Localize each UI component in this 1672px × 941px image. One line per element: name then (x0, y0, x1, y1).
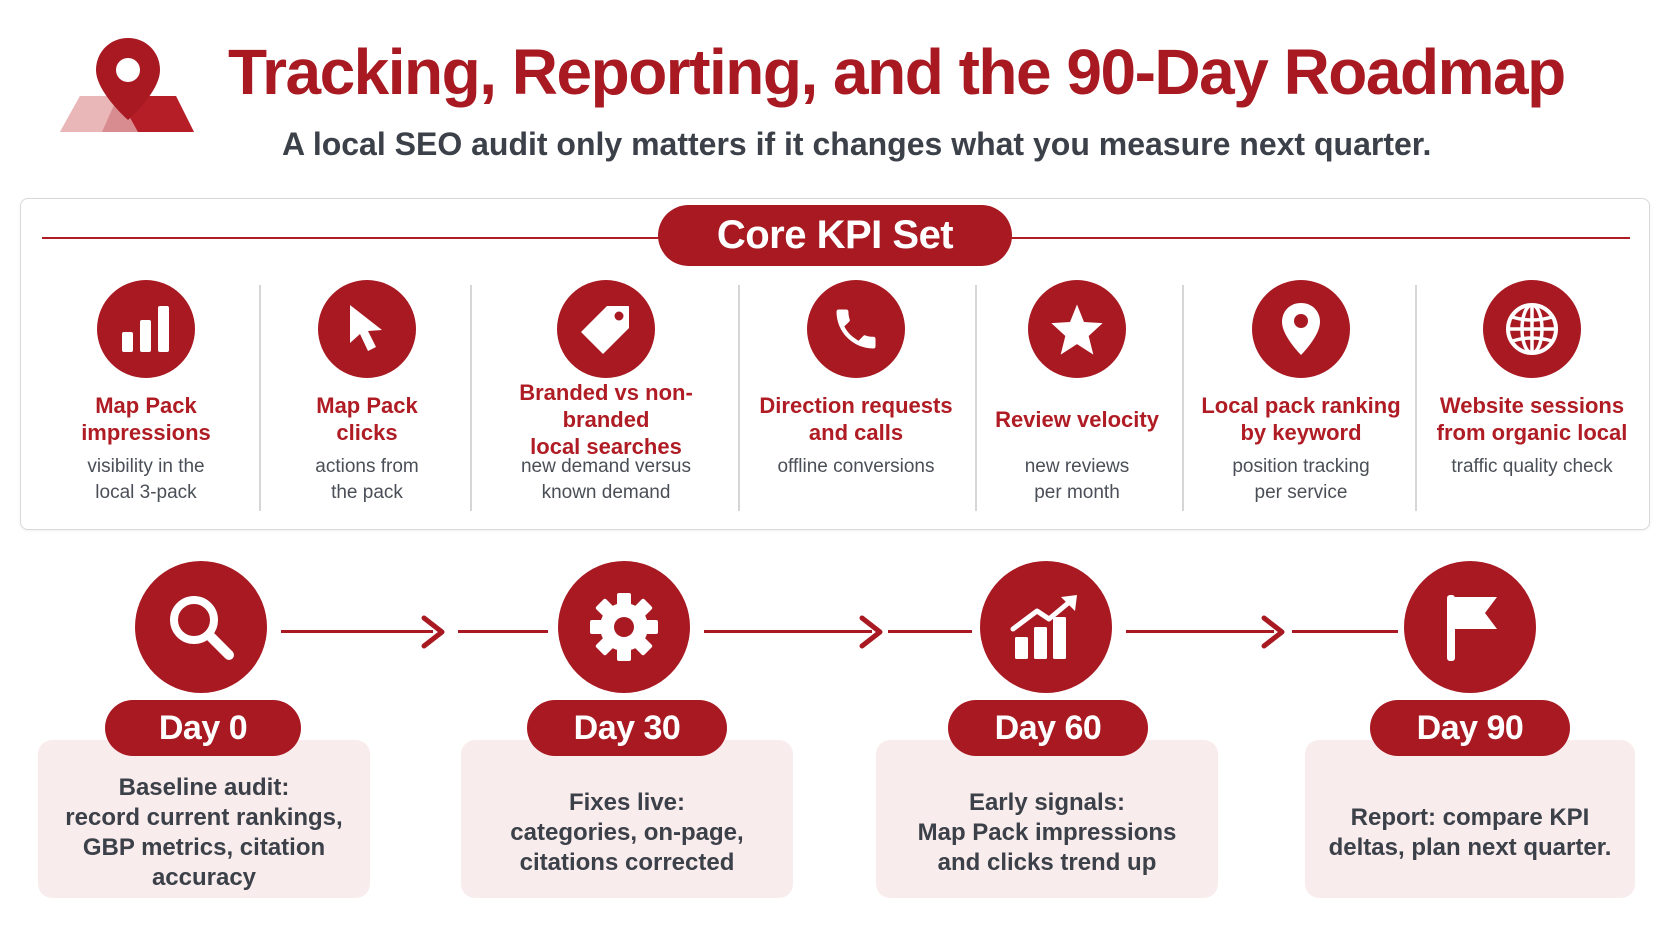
kpi-description: new reviews per month (1024, 456, 1130, 503)
kpi-description: traffic quality check (1451, 456, 1613, 477)
kpi-branded-searches: Branded vs non-branded local searches ne… (481, 280, 731, 506)
kpi-description: position tracking per service (1232, 456, 1370, 503)
kpi-section-heading: Core KPI Set (658, 205, 1012, 266)
star-icon (1028, 280, 1126, 378)
kpi-label: Local pack ranking by keyword (1201, 393, 1401, 445)
kpi-label: Website sessions from organic local (1436, 393, 1628, 445)
phone-icon (807, 280, 905, 378)
roadmap-card-day-90: Report: compare KPI deltas, plan next qu… (1305, 740, 1635, 898)
kpi-local-pack-ranking: Local pack ranking by keyword position t… (1176, 280, 1426, 506)
kpi-map-pack-clicks: Map Pack clicks actions from the pack (242, 280, 492, 506)
roadmap-step-text: Report: compare KPI deltas, plan next qu… (1328, 804, 1612, 861)
timeline-connector (281, 630, 433, 633)
timeline-connector (458, 630, 548, 633)
kpi-divider (259, 285, 261, 511)
day-label-60: Day 60 (948, 700, 1148, 756)
arrow-right-icon (421, 615, 445, 649)
kpi-heading-rule-right (1010, 237, 1630, 239)
gear-icon (590, 593, 658, 661)
kpi-divider (470, 285, 472, 511)
roadmap-step-text: Early signals: Map Pack impressions and … (917, 789, 1177, 876)
page-subtitle: A local SEO audit only matters if it cha… (282, 126, 1432, 162)
kpi-label: Branded vs non-branded local searches (519, 379, 693, 459)
roadmap-step-text: Baseline audit: record current rankings,… (65, 774, 343, 891)
roadmap-step-day-30-marker (558, 561, 690, 693)
timeline-connector (1292, 630, 1398, 633)
kpi-label: Map Pack impressions (81, 393, 211, 445)
kpi-description: actions from the pack (315, 456, 419, 503)
search-icon (170, 596, 234, 660)
map-pin-logo (58, 34, 198, 142)
roadmap-card-day-30: Fixes live: categories, on-page, citatio… (461, 740, 793, 898)
day-label-30: Day 30 (527, 700, 727, 756)
timeline-connector (888, 630, 972, 633)
kpi-label: Map Pack clicks (316, 393, 418, 445)
roadmap-card-day-60: Early signals: Map Pack impressions and … (876, 740, 1218, 898)
roadmap-step-day-60-marker (980, 561, 1112, 693)
kpi-description: visibility in the local 3-pack (87, 456, 205, 503)
location-pin-icon (1252, 280, 1350, 378)
roadmap-step-day-90-marker (1404, 561, 1536, 693)
map-pin-icon (60, 38, 194, 132)
roadmap-step-text: Fixes live: categories, on-page, citatio… (510, 789, 744, 876)
kpi-label: Review velocity (995, 406, 1159, 432)
kpi-divider (1415, 285, 1417, 511)
tag-icon (557, 280, 655, 378)
kpi-description: offline conversions (777, 456, 935, 477)
kpi-map-pack-impressions: Map Pack impressions visibility in the l… (21, 280, 271, 506)
kpi-review-velocity: Review velocity new reviews per month (952, 280, 1202, 506)
arrow-right-icon (859, 615, 883, 649)
timeline-connector (704, 630, 872, 633)
page-title: Tracking, Reporting, and the 90-Day Road… (228, 36, 1566, 108)
cursor-icon (318, 280, 416, 378)
kpi-direction-requests: Direction requests and calls offline con… (731, 280, 981, 480)
timeline-connector (1126, 630, 1274, 633)
globe-icon (1483, 280, 1581, 378)
arrow-right-icon (1261, 615, 1285, 649)
kpi-divider (1182, 285, 1184, 511)
kpi-heading-rule-left (42, 237, 670, 239)
kpi-label: Direction requests and calls (759, 393, 953, 445)
kpi-divider (975, 285, 977, 511)
kpi-divider (738, 285, 740, 511)
flag-icon (1447, 595, 1497, 661)
kpi-website-sessions: Website sessions from organic local traf… (1407, 280, 1657, 480)
trend-up-icon (1010, 595, 1077, 659)
roadmap-card-day-0: Baseline audit: record current rankings,… (38, 740, 370, 898)
roadmap-step-day-0-marker (135, 561, 267, 693)
bar-chart-icon (97, 280, 195, 378)
kpi-description: new demand versus known demand (520, 456, 692, 503)
day-label-90: Day 90 (1370, 700, 1570, 756)
day-label-0: Day 0 (105, 700, 301, 756)
